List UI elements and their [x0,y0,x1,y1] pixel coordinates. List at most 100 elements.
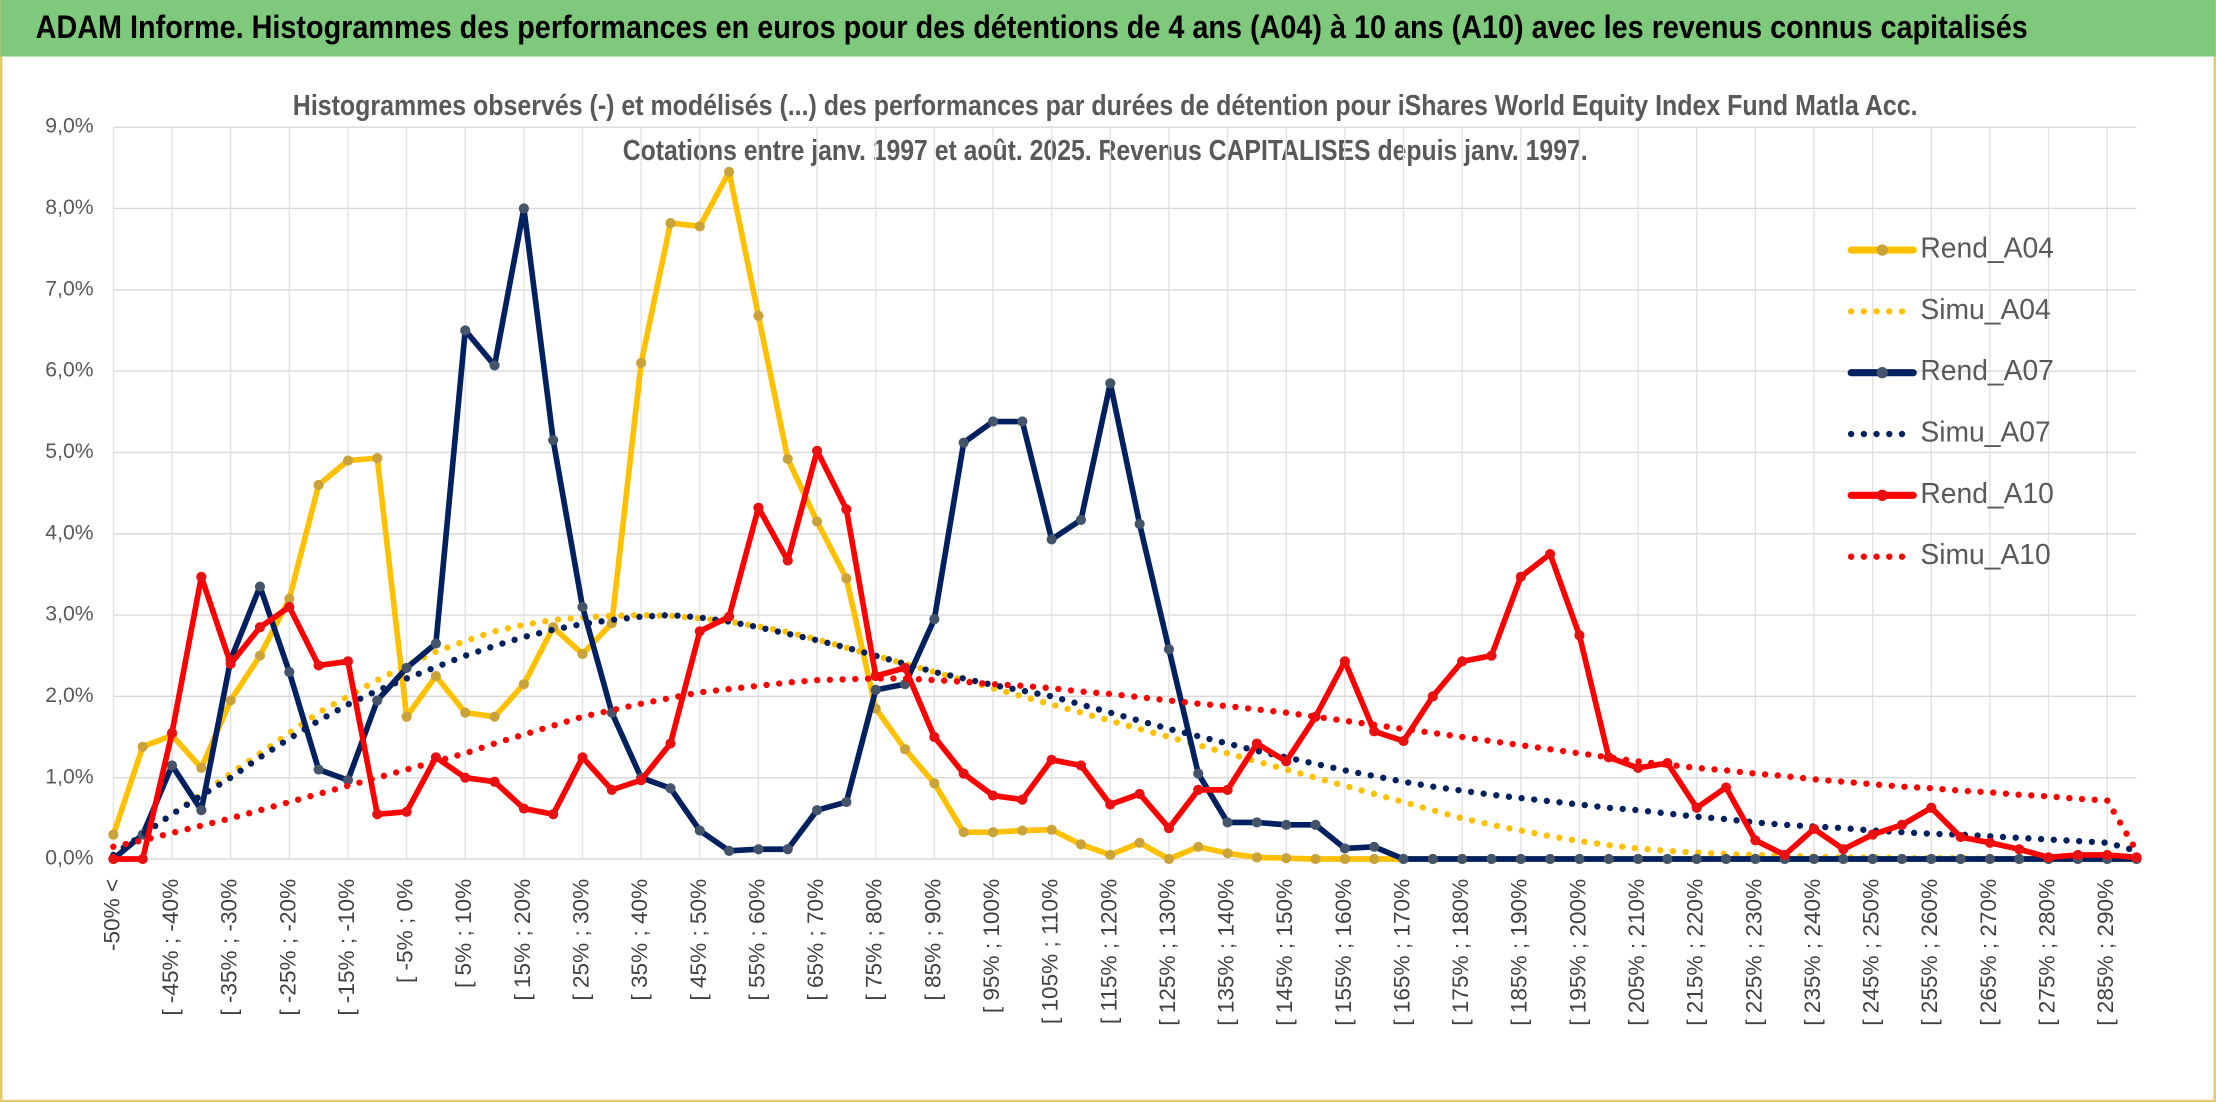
point [1046,754,1057,765]
point [694,221,705,232]
point [1926,853,1937,865]
point [1867,853,1878,865]
point [1281,756,1292,767]
x-tick-label: [ 65% ; 70% [803,879,828,1001]
point [254,581,266,592]
point [1955,853,1966,865]
point [430,638,441,649]
point [1515,853,1526,865]
point [460,325,471,336]
point [342,455,354,466]
point [1750,853,1761,865]
point [1398,853,1409,865]
x-tick-label: [ 45% ; 50% [686,879,711,1001]
point [636,357,647,369]
x-tick-label: [ 165% ; 170% [1389,879,1414,1026]
model-line [110,611,2140,863]
y-tick-label: 0,0% [45,847,93,870]
point [1251,738,1262,749]
y-tick-label: 3,0% [45,603,93,626]
point [196,762,207,774]
point [1896,819,1908,830]
point [137,741,148,752]
x-tick-label: [ 25% ; 30% [568,879,593,1001]
y-tick-label: 6,0% [45,359,93,382]
point [1339,843,1350,854]
point [899,679,911,690]
point [166,727,178,739]
point [1984,837,1996,848]
legend-label: Rend_A07 [1920,354,2054,386]
point [2131,852,2142,863]
x-tick-label: [ 255% ; 260% [1917,879,1942,1026]
point [313,764,324,775]
y-tick-label: 2,0% [45,684,93,707]
point [284,593,295,604]
point [401,662,412,673]
point [753,844,764,855]
point [1017,416,1028,427]
point [1281,853,1292,864]
point [1193,768,1204,779]
point [1486,853,1497,865]
y-tick-label: 7,0% [45,277,93,300]
point [1134,837,1145,848]
x-tick-label: [ 125% ; 130% [1155,879,1180,1026]
point [958,437,969,448]
point [841,573,852,584]
point [401,806,412,817]
point [548,809,559,820]
point [841,504,852,515]
point [1720,782,1732,793]
point [1193,784,1204,795]
x-tick-label: [ 285% ; 290% [2093,879,2118,1026]
point [196,805,207,816]
point [1369,726,1380,737]
x-tick-label: [ -25% ; -20% [275,879,300,1016]
point [1163,823,1175,834]
point [1779,849,1790,861]
point [1808,823,1820,834]
x-tick-label: [ 175% ; 180% [1448,879,1473,1026]
point [254,622,266,633]
point [1134,518,1145,530]
point [1310,853,1321,865]
point [958,768,969,779]
legend-label: Simu_A10 [1920,538,2050,570]
point [1251,817,1262,828]
point [724,845,735,856]
point [1691,802,1702,813]
header-bar [0,0,2216,57]
x-tick-label: [ 55% ; 60% [744,879,769,1001]
point [1427,853,1438,865]
x-tick-label: [ 245% ; 250% [1859,879,1884,1026]
point [1251,852,1262,863]
point [1369,853,1380,865]
point [518,803,529,814]
x-tick-label: [ 155% ; 160% [1331,879,1356,1026]
point [313,479,324,491]
point [1163,644,1175,655]
x-tick-label: [ 15% ; 20% [510,879,535,1001]
point [401,711,412,722]
point [1486,650,1497,661]
point [518,203,529,214]
point [929,614,940,625]
y-tick-label: 5,0% [45,440,93,463]
x-tick-label: [ 265% ; 270% [1976,879,2001,1026]
point [753,502,764,513]
x-tick-label: [ 85% ; 90% [920,879,945,1001]
point [1984,853,1996,865]
point [1545,853,1556,865]
point [1075,514,1087,525]
point [548,435,559,446]
point [1046,824,1057,835]
point [606,784,617,795]
point [108,829,119,840]
point [430,670,441,682]
chart-subtitle: Cotations entre janv. 1997 et août. 2025… [623,134,1588,166]
legend-label: Simu_A04 [1920,293,2050,325]
x-tick-label: [ 185% ; 190% [1507,879,1532,1026]
point [1691,853,1702,865]
